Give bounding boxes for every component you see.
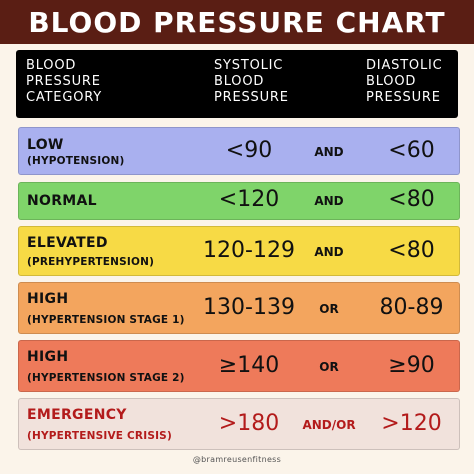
diastolic-value: ≥90 [388,353,435,378]
diastolic-value: <80 [388,187,435,212]
diastolic-value: 80-89 [379,295,444,320]
page-title: BLOOD PRESSURE CHART [0,0,474,44]
conjunction: AND/OR [302,418,356,432]
diastolic-value: <80 [388,238,435,263]
row-high-stage-2: HIGH (HYPERTENSION STAGE 2) ≥140 OR ≥90 [18,340,460,392]
systolic-value: ≥140 [218,353,280,378]
systolic-value: <90 [225,138,273,163]
category-label: NORMAL [27,193,97,209]
category-label: EMERGENCY [27,407,127,423]
category-subtitle: (HYPOTENSION) [27,155,125,167]
category-label: ELEVATED [27,235,108,251]
conjunction: AND [314,194,344,208]
category-subtitle: (HYPERTENSIVE CRISIS) [27,430,172,442]
category-subtitle: (PREHYPERTENSION) [27,256,155,268]
systolic-value: <120 [218,187,280,212]
row-elevated: ELEVATED (PREHYPERTENSION) 120-129 AND <… [18,226,460,276]
systolic-value: 120-129 [203,238,295,263]
diastolic-value: >120 [381,411,442,436]
category-label: LOW [27,137,64,153]
footer-handle: @bramreusenfitness [192,455,282,464]
conjunction: AND [314,145,344,159]
row-high-stage-1: HIGH (HYPERTENSION STAGE 1) 130-139 OR 8… [18,282,460,334]
header-systolic: SYSTOLIC BLOOD PRESSURE [214,58,289,105]
diastolic-value: <60 [388,138,435,163]
row-emergency: EMERGENCY (HYPERTENSIVE CRISIS) >180 AND… [18,398,460,450]
conjunction: OR [319,360,339,374]
category-subtitle: (HYPERTENSION STAGE 2) [27,372,185,384]
category-label: HIGH [27,349,69,365]
conjunction: OR [319,302,339,316]
systolic-value: >180 [218,411,280,436]
row-normal: NORMAL <120 AND <80 [18,182,460,220]
category-subtitle: (HYPERTENSION STAGE 1) [27,314,185,326]
systolic-value: 130-139 [203,295,295,320]
row-low: LOW (HYPOTENSION) <90 AND <60 [18,127,460,175]
table-header: BLOOD PRESSURE CATEGORY SYSTOLIC BLOOD P… [16,50,458,118]
conjunction: AND [314,245,344,259]
header-category: BLOOD PRESSURE CATEGORY [26,58,102,105]
header-diastolic: DIASTOLIC BLOOD PRESSURE [366,58,443,105]
category-label: HIGH [27,291,69,307]
